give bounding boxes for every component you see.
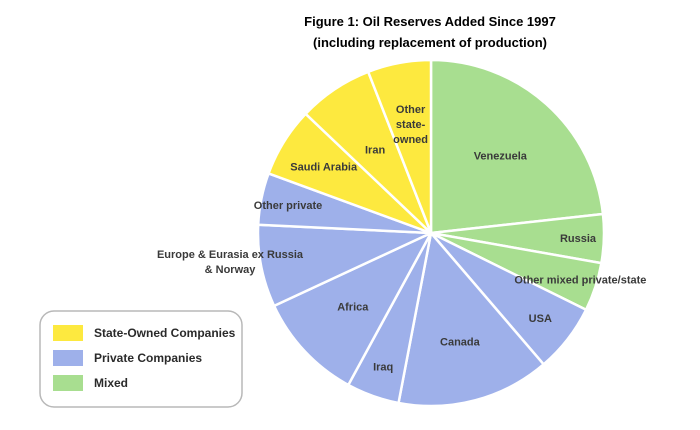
pie-label-other-mixed-private-state: Other mixed private/state <box>514 274 646 286</box>
pie-slice-africa <box>272 231 433 387</box>
chart-title: Figure 1: Oil Reserves Added Since 1997 <box>304 14 556 29</box>
legend-label-mixed: Mixed <box>94 376 128 390</box>
pie-slices <box>256 58 606 408</box>
legend-box <box>39 310 243 408</box>
chart-subtitle: (including replacement of production) <box>313 35 547 50</box>
pie-label-iraq: Iraq <box>373 362 393 374</box>
pie-label-usa: USA <box>529 313 552 325</box>
pie-label-other-state-owned: Other state-owned <box>393 104 428 146</box>
pie-label-other-private: Other private <box>254 200 322 212</box>
pie-slice-venezuela <box>429 58 605 235</box>
legend-swatch-private <box>53 350 83 366</box>
pie-label-saudi-arabia: Saudi Arabia <box>290 161 358 173</box>
pie-slice-labels: Venezuela Russia Other mixed private/state… <box>157 104 646 373</box>
pie-label-russia: Russia <box>560 233 597 245</box>
legend-label-state: State-Owned Companies <box>94 326 236 340</box>
pie-label-europe-eurasia-ex-russia-norway: Europe & Eurasia ex Russia & Norway <box>157 249 304 276</box>
legend-label-private: Private Companies <box>94 351 202 365</box>
legend-swatch-state <box>53 325 83 341</box>
pie-slice-other-state-owned <box>366 58 433 235</box>
pie-label-venezuela: Venezuela <box>474 151 528 163</box>
pie-label-iran: Iran <box>365 145 385 157</box>
legend-swatch-mixed <box>53 375 83 391</box>
pie-label-canada: Canada <box>440 337 481 349</box>
legend: State-Owned Companies Private Companies … <box>39 310 243 408</box>
pie-slice-canada <box>397 231 545 408</box>
pie-label-africa: Africa <box>337 301 369 313</box>
